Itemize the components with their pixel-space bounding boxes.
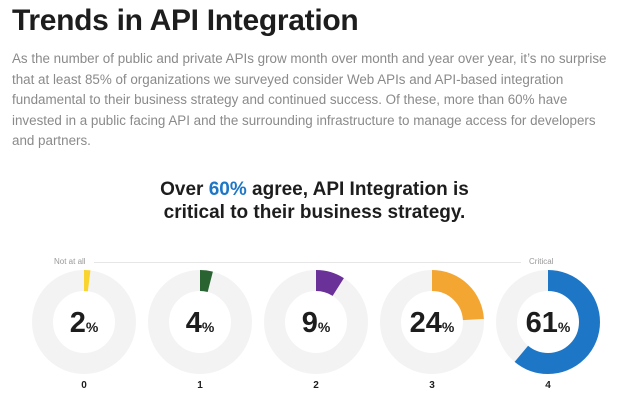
paragraph-line: As the number of public and private APIs…: [12, 51, 607, 66]
donut-value-label: 4%: [186, 307, 215, 339]
donut-3: 24% 3: [380, 270, 484, 391]
donut-value-label: 61%: [526, 307, 571, 339]
donut-category-label: 2: [313, 380, 319, 391]
chart-headline: Over 60% agree, API Integration is criti…: [0, 178, 629, 224]
donut-4: 61% 4: [496, 270, 600, 391]
scale-line: [94, 262, 521, 263]
donut-value-label: 2%: [70, 307, 99, 339]
donut-category-label: 1: [197, 380, 203, 391]
paragraph-line: invested in a public facing API and the …: [12, 112, 596, 128]
donut-segment: [264, 270, 368, 374]
donut-value-label: 9%: [302, 307, 331, 339]
page-title: Trends in API Integration: [12, 4, 359, 37]
intro-paragraph: As the number of public and private APIs…: [12, 49, 627, 152]
donut-category-label: 0: [81, 380, 87, 391]
donut-segment: [148, 270, 252, 374]
donut-segment: [380, 270, 484, 374]
paragraph-line: and partners.: [12, 133, 91, 149]
headline-rest: agree, API Integration is: [246, 179, 469, 200]
paragraph-line: fundamental to their business strategy a…: [12, 92, 568, 108]
donut-0: 2% 0: [32, 270, 136, 391]
donut-category-label: 4: [545, 380, 551, 391]
paragraph-line: that at least 85% of organizations we su…: [12, 71, 564, 87]
donut-1: 4% 1: [148, 270, 252, 391]
donut-segment: [496, 270, 600, 374]
donut-segment: [32, 270, 136, 374]
donut-category-label: 3: [429, 380, 435, 391]
scale-high-label: Critical: [529, 257, 554, 266]
headline-line2: critical to their business strategy.: [163, 202, 466, 223]
headline-accent: 60%: [208, 179, 247, 200]
headline-prefix: Over: [160, 179, 209, 200]
scale-low-label: Not at all: [54, 257, 86, 266]
donut-2: 9% 2: [264, 270, 368, 391]
donut-value-label: 24%: [410, 307, 455, 339]
